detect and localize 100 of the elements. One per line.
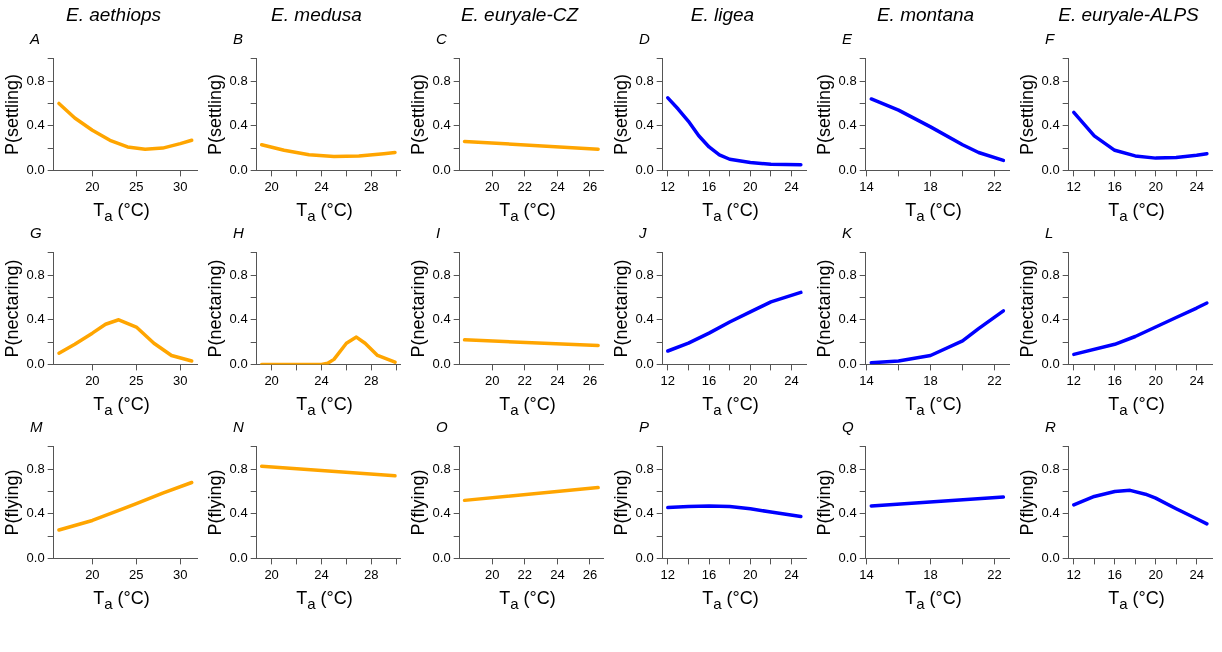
x-tick-label: 12: [1066, 178, 1082, 194]
y-tick-label: 0.4: [229, 311, 248, 327]
text: L: [1044, 224, 1055, 242]
x-tick-label: 20: [1148, 566, 1163, 582]
x-tick-label: 12: [660, 372, 676, 388]
x-tick-label: 14: [859, 178, 874, 194]
y-tick-label: 0.8: [229, 72, 248, 88]
x-tick-label: 24: [314, 178, 329, 194]
text: G: [29, 224, 43, 242]
x-axis-title: T$_{a}$ (°C): [92, 587, 151, 612]
x-tick-label: 16: [1107, 566, 1122, 582]
text: P: [638, 418, 650, 436]
text: A: [28, 30, 41, 48]
y-tick-label: 0.4: [26, 311, 45, 327]
y-tick-label: 0.4: [26, 117, 45, 133]
y-axis-title: P(nectaring): [407, 259, 428, 358]
x-tick-label: 22: [517, 372, 533, 388]
x-tick-label: 22: [987, 566, 1002, 582]
y-tick-label: 0.0: [432, 549, 451, 565]
x-tick-label: 30: [173, 566, 188, 582]
y-tick-label: 0.8: [1041, 460, 1060, 476]
x-tick-label: 20: [485, 372, 500, 388]
x-tick-label: 18: [923, 566, 938, 582]
y-tick-label: 0.4: [635, 117, 654, 133]
y-tick-label: 0.8: [1041, 266, 1060, 282]
y-axis-title: P(settling): [407, 74, 428, 156]
y-axis-title: P(flying): [1016, 469, 1037, 536]
x-axis-title: T$_{a}$ (°C): [1107, 587, 1166, 612]
y-axis-title: P(settling): [813, 74, 834, 156]
x-tick-label: 28: [364, 566, 379, 582]
x-tick-label: 25: [129, 372, 144, 388]
y-tick-label: 0.8: [26, 266, 45, 282]
x-tick-label: 20: [743, 178, 758, 194]
y-tick-label: 0.8: [838, 266, 857, 282]
y-axis-title: P(settling): [204, 74, 225, 156]
y-tick-label: 0.8: [26, 460, 45, 476]
chart-title: E. montana: [875, 3, 976, 27]
x-tick-label: 28: [364, 178, 379, 194]
y-tick-label: 0.4: [1041, 311, 1060, 327]
x-tick-label: 18: [923, 178, 938, 194]
y-tick-label: 0.4: [432, 505, 451, 521]
x-tick-label: 24: [550, 372, 565, 388]
text: J: [638, 224, 648, 242]
y-axis-title: P(nectaring): [1016, 259, 1037, 358]
y-tick-label: 0.0: [229, 355, 248, 371]
x-axis-title: T$_{a}$ (°C): [92, 393, 151, 418]
y-tick-label: 0.8: [635, 72, 654, 88]
text: D: [638, 30, 651, 48]
x-tick-label: 20: [85, 566, 100, 582]
y-tick-label: 0.8: [1041, 72, 1060, 88]
y-axis-title: P(nectaring): [610, 259, 631, 358]
x-tick-label: 24: [784, 178, 799, 194]
y-tick-label: 0.0: [432, 355, 451, 371]
x-tick-label: 24: [1189, 178, 1204, 194]
x-tick-label: 26: [582, 178, 598, 194]
x-axis-title: T$_{a}$ (°C): [498, 199, 557, 224]
y-tick-label: 0.8: [229, 460, 248, 476]
x-tick-label: 12: [660, 178, 676, 194]
x-axis-title: T$_{a}$ (°C): [1107, 199, 1166, 224]
text: M: [29, 418, 44, 436]
x-tick-label: 12: [1066, 372, 1082, 388]
y-tick-label: 0.8: [838, 460, 857, 476]
x-tick-label: 20: [85, 372, 100, 388]
chart-title: E. aethiops: [64, 3, 163, 27]
x-axis-title: T$_{a}$ (°C): [498, 587, 557, 612]
x-tick-label: 28: [364, 372, 379, 388]
x-tick-label: 24: [784, 372, 799, 388]
text: O: [435, 418, 449, 436]
y-tick-label: 0.0: [1041, 549, 1060, 565]
text: F: [1044, 30, 1056, 48]
x-axis-title: T$_{a}$ (°C): [295, 393, 354, 418]
y-tick-label: 0.8: [26, 72, 45, 88]
x-tick-label: 25: [129, 566, 144, 582]
x-tick-label: 26: [582, 372, 598, 388]
x-tick-label: 24: [314, 372, 329, 388]
y-tick-label: 0.0: [229, 161, 248, 177]
x-tick-label: 30: [173, 178, 188, 194]
x-tick-label: 20: [485, 178, 500, 194]
y-axis-title: P(nectaring): [1, 259, 22, 358]
x-axis-title: T$_{a}$ (°C): [701, 199, 760, 224]
y-tick-label: 0.0: [838, 549, 857, 565]
x-tick-label: 16: [701, 372, 717, 388]
y-tick-label: 0.4: [635, 505, 654, 521]
x-axis-title: T$_{a}$ (°C): [1107, 393, 1166, 418]
text: E: [841, 30, 853, 48]
y-tick-label: 0.0: [838, 355, 857, 371]
y-tick-label: 0.0: [635, 549, 654, 565]
x-tick-label: 24: [550, 178, 565, 194]
x-tick-label: 12: [1066, 566, 1082, 582]
y-tick-label: 0.0: [432, 161, 451, 177]
y-axis-title: P(nectaring): [204, 259, 225, 358]
x-axis-title: T$_{a}$ (°C): [92, 199, 151, 224]
y-axis-title: P(flying): [1, 469, 22, 536]
y-axis-title: P(flying): [610, 469, 631, 536]
x-tick-label: 22: [987, 372, 1002, 388]
x-tick-label: 24: [314, 566, 329, 582]
y-tick-label: 0.0: [1041, 161, 1060, 177]
y-axis-title: P(settling): [610, 74, 631, 156]
y-axis-title: P(nectaring): [813, 259, 834, 358]
chart-title: E. euryale-ALPS: [1057, 3, 1200, 27]
